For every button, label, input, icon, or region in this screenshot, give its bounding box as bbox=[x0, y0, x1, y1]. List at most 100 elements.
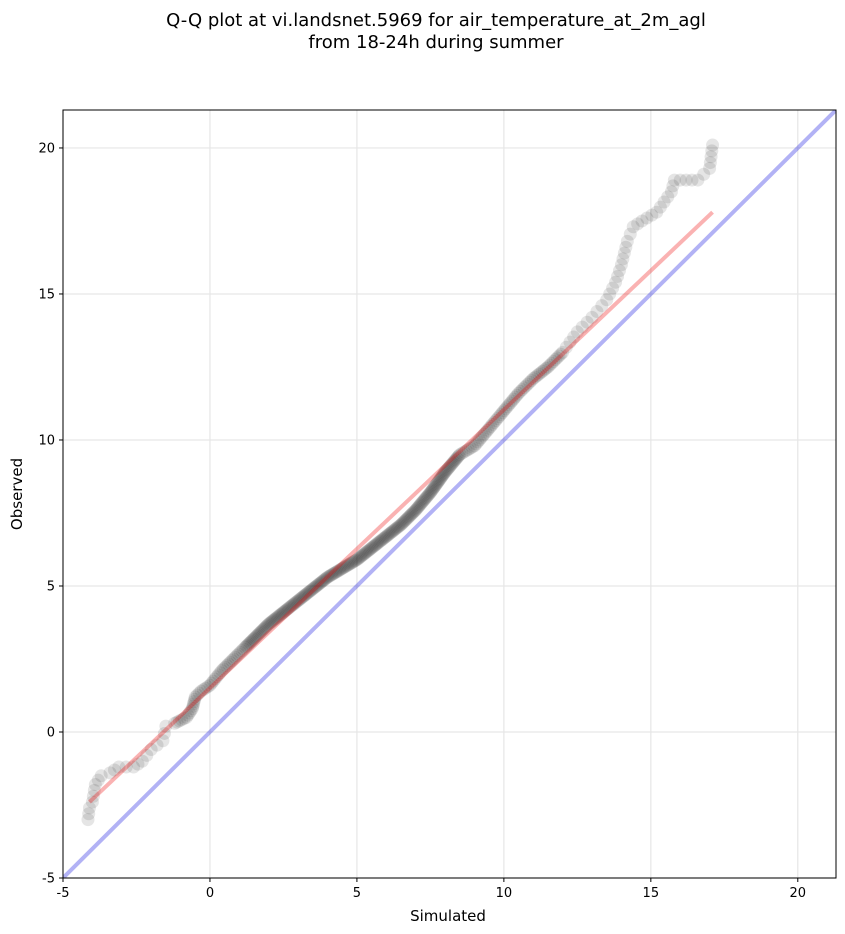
qq-point bbox=[497, 404, 511, 418]
qq-point bbox=[505, 394, 519, 408]
qq-point bbox=[430, 477, 444, 491]
qq-point bbox=[657, 195, 671, 209]
qq-point bbox=[413, 498, 427, 512]
qq-point bbox=[600, 293, 614, 307]
qq-point bbox=[362, 543, 376, 557]
qq-point bbox=[495, 406, 509, 420]
qq-point bbox=[225, 654, 239, 668]
qq-point bbox=[337, 561, 351, 575]
qq-point bbox=[287, 597, 301, 611]
y-tick-label: 5 bbox=[47, 579, 55, 594]
qq-point bbox=[268, 612, 282, 626]
qq-point bbox=[244, 634, 258, 648]
qq-point bbox=[210, 670, 224, 684]
qq-point bbox=[182, 706, 196, 720]
qq-point bbox=[378, 530, 392, 544]
qq-point bbox=[190, 688, 204, 702]
qq-point bbox=[241, 638, 255, 652]
qq-point bbox=[484, 419, 498, 433]
qq-point bbox=[205, 676, 219, 690]
qq-point bbox=[453, 448, 467, 462]
qq-point bbox=[179, 710, 193, 724]
qq-point bbox=[661, 190, 675, 204]
qq-point bbox=[472, 433, 486, 447]
qq-point bbox=[327, 566, 341, 580]
qq-point bbox=[85, 795, 99, 809]
x-tick-label: -5 bbox=[57, 886, 70, 901]
plot-frame bbox=[62, 109, 837, 879]
qq-point bbox=[286, 597, 300, 611]
qq-point bbox=[319, 571, 333, 585]
qq-point bbox=[438, 465, 452, 479]
qq-point bbox=[81, 813, 95, 827]
qq-point bbox=[532, 367, 546, 381]
qq-point bbox=[616, 252, 630, 266]
qq-point bbox=[580, 315, 594, 329]
qq-point bbox=[175, 713, 189, 727]
qq-point bbox=[273, 608, 287, 622]
qq-point bbox=[112, 760, 126, 774]
qq-point bbox=[416, 494, 430, 508]
qq-point bbox=[318, 572, 332, 586]
qq-point bbox=[502, 398, 516, 412]
qq-point bbox=[254, 625, 268, 639]
qq-point bbox=[477, 427, 491, 441]
qq-point bbox=[361, 544, 375, 558]
qq-point bbox=[259, 619, 273, 633]
qq-point bbox=[213, 666, 227, 680]
qq-point bbox=[192, 686, 206, 700]
qq-point bbox=[238, 640, 252, 654]
qq-point bbox=[267, 613, 281, 627]
qq-point bbox=[295, 591, 309, 605]
qq-point bbox=[405, 506, 419, 520]
qq-point bbox=[382, 527, 396, 541]
qq-point bbox=[556, 345, 570, 359]
qq-point bbox=[443, 459, 457, 473]
qq-point bbox=[358, 546, 372, 560]
qq-point bbox=[331, 564, 345, 578]
qq-point bbox=[404, 508, 418, 522]
qq-point bbox=[194, 684, 208, 698]
qq-point bbox=[156, 734, 170, 748]
qq-point bbox=[201, 680, 215, 694]
x-tick-label: 15 bbox=[643, 886, 660, 901]
qq-point bbox=[220, 659, 234, 673]
qq-point bbox=[350, 553, 364, 567]
qq-point bbox=[263, 616, 277, 630]
qq-point bbox=[379, 529, 393, 543]
qq-point bbox=[356, 548, 370, 562]
qq-point bbox=[410, 502, 424, 516]
qq-point bbox=[334, 562, 348, 576]
qq-point bbox=[392, 520, 406, 534]
qq-point bbox=[360, 545, 374, 559]
qq-point bbox=[383, 526, 397, 540]
qq-point bbox=[257, 622, 271, 636]
x-axis-ticks: -5 0 5 10 15 20 bbox=[57, 878, 807, 901]
qq-point bbox=[230, 649, 244, 663]
qq-point bbox=[452, 449, 466, 463]
qq-point bbox=[559, 340, 573, 354]
qq-point bbox=[347, 554, 361, 568]
y-tick-label: 15 bbox=[38, 287, 55, 302]
qq-point bbox=[424, 484, 438, 498]
qq-point bbox=[245, 633, 259, 647]
qq-point bbox=[397, 514, 411, 528]
qq-point bbox=[291, 594, 305, 608]
qq-point bbox=[326, 567, 340, 581]
qq-point bbox=[306, 582, 320, 596]
qq-point bbox=[250, 629, 264, 643]
qq-point bbox=[570, 325, 584, 339]
qq-point bbox=[606, 281, 620, 295]
qq-point bbox=[388, 523, 402, 537]
x-tick-label: 20 bbox=[790, 886, 807, 901]
qq-point bbox=[91, 773, 105, 787]
qq-point bbox=[437, 466, 451, 480]
qq-point bbox=[463, 441, 477, 455]
qq-point bbox=[242, 637, 256, 651]
qq-point bbox=[415, 496, 429, 510]
qq-point bbox=[367, 539, 381, 553]
qq-point bbox=[705, 144, 719, 158]
qq-point bbox=[619, 240, 633, 254]
qq-point bbox=[196, 683, 210, 697]
qq-point bbox=[256, 623, 270, 637]
